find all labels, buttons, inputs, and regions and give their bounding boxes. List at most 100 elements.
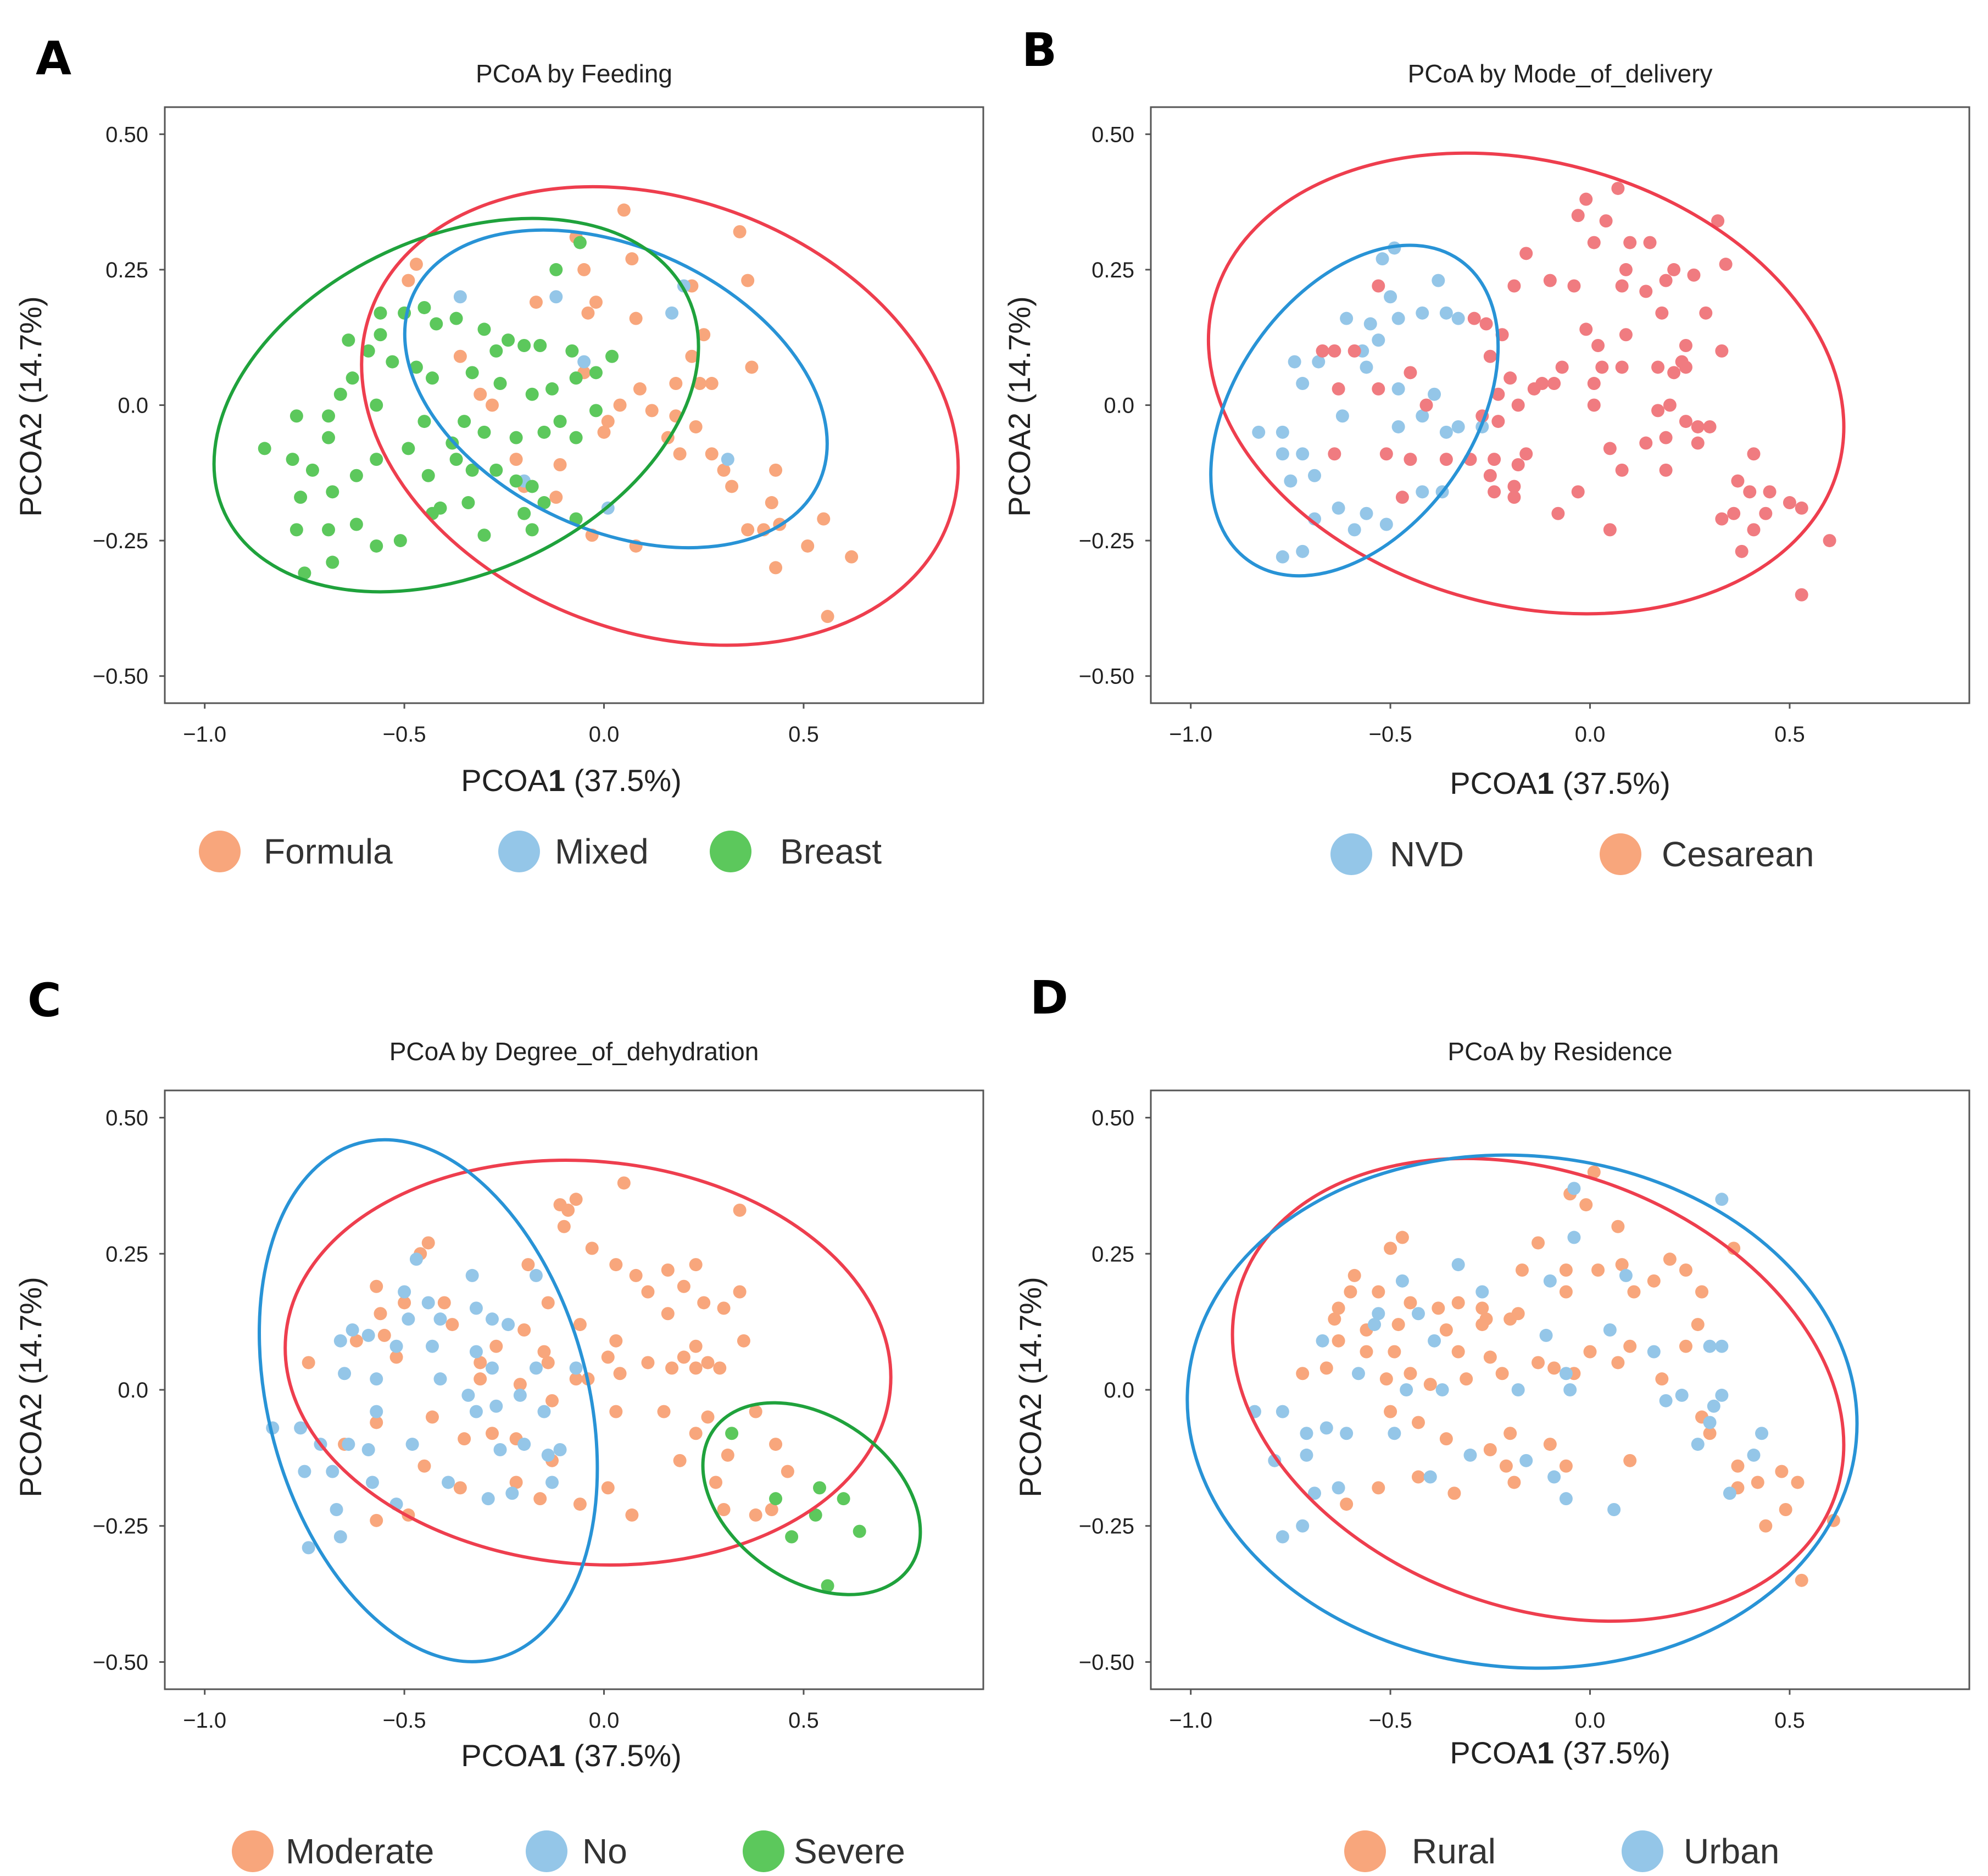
point-cesarean [1587,377,1601,391]
point-urban [1388,1427,1401,1440]
point-rural [1404,1367,1417,1380]
point-no [361,1443,375,1456]
point-urban [1423,1470,1437,1484]
point-rural [1791,1476,1805,1489]
point-moderate [765,1503,778,1516]
point-urban [1619,1268,1633,1282]
point-cesarean [1491,415,1505,428]
point-rural [1775,1465,1789,1478]
panel-b: B PCoA by Mode_of_delivery−1.0 −0.5 0.0 0.50… [1002,23,1970,875]
point-no [529,1268,543,1282]
y-tick-label: 0.50 [1092,1106,1134,1131]
point-breast [421,469,435,482]
point-nvd [1372,333,1385,347]
point-formula [741,523,755,537]
point-moderate [398,1296,411,1310]
x-axis-label-prefix: PCOA [461,1738,548,1773]
point-rural [1759,1519,1773,1533]
point-breast [533,339,547,352]
point-rural [1384,1405,1397,1418]
point-breast [374,306,387,320]
point-cesarean [1639,436,1653,450]
point-urban [1316,1334,1329,1348]
point-severe [837,1492,850,1506]
point-moderate [641,1356,655,1370]
point-urban [1475,1285,1489,1299]
point-formula [553,458,567,471]
point-moderate [709,1476,723,1489]
point-moderate [389,1350,403,1364]
point-rural [1499,1459,1513,1473]
point-formula [581,306,595,320]
x-tick-label: 0.0 [589,722,620,747]
point-no [342,1438,355,1451]
point-no [541,1448,555,1462]
point-rural [1344,1285,1357,1299]
point-no [402,1312,415,1326]
point-moderate [749,1508,762,1522]
point-formula [685,349,699,363]
point-moderate [474,1356,487,1370]
point-urban [1428,1334,1441,1348]
point-cesarean [1655,306,1669,320]
panel-a: A PCoA by Feeding −1.0 −0.5 0.0 0.5 0.50 0.25 0.… [13,31,984,872]
x-tick-label: 0.5 [1774,722,1805,747]
chart-title: PCoA by Mode_of_delivery [1408,59,1713,88]
point-cesarean [1519,447,1533,461]
point-cesarean [1491,387,1505,401]
point-cesarean [1404,453,1417,466]
point-no [489,1399,503,1413]
y-tick-label: 0.0 [1104,394,1134,418]
point-rural [1432,1301,1445,1315]
point-formula [597,425,611,439]
point-moderate [769,1438,783,1451]
y-tick-label: −0.25 [93,1515,148,1539]
point-urban [1559,1492,1573,1506]
x-tick-label: 0.5 [788,722,819,747]
point-moderate [613,1367,627,1380]
point-rural [1611,1356,1625,1370]
legend-label-moderate: Moderate [286,1832,434,1871]
panel-d: D PCoA by Residence −1.0 −0.5 0.0 0.5 0.50 0.25… [1013,971,1970,1872]
legend-label-urban: Urban [1684,1832,1779,1871]
point-no [425,1339,439,1353]
point-breast [569,431,583,444]
point-cesarean [1667,366,1681,380]
point-no [481,1492,495,1506]
point-nvd [1451,311,1465,325]
point-cesarean [1555,360,1569,374]
point-cesarean [1328,344,1341,358]
point-cesarean [1483,349,1497,363]
confidence-ellipse [1185,1153,1859,1670]
point-formula [633,382,647,396]
point-cesarean [1679,360,1692,374]
point-formula [725,480,739,493]
point-breast [537,496,551,510]
point-urban [1511,1383,1525,1396]
y-tick-label: 0.50 [105,123,148,147]
point-cesarean [1595,360,1609,374]
point-rural [1347,1268,1361,1282]
point-moderate [453,1481,467,1495]
point-rural [1731,1459,1745,1473]
plot-frame [1150,1089,1970,1690]
x-tick-label: 0.0 [1575,722,1606,747]
data-points [266,1176,866,1593]
point-rural [1423,1378,1437,1391]
point-urban [1715,1388,1729,1402]
point-moderate [437,1296,451,1310]
point-moderate [617,1176,631,1190]
point-cesarean [1619,263,1633,276]
point-no [442,1476,455,1489]
point-urban [1276,1530,1289,1544]
point-urban [1723,1487,1736,1500]
point-rural [1411,1416,1425,1429]
point-rural [1623,1339,1637,1353]
point-moderate [609,1334,623,1348]
point-severe [769,1492,783,1506]
point-no [469,1405,483,1418]
legend-key-moderate [232,1830,274,1872]
x-axis-label: PCOA1 (37.5%) [461,763,682,798]
point-nvd [1312,355,1326,369]
point-no [569,1361,583,1375]
